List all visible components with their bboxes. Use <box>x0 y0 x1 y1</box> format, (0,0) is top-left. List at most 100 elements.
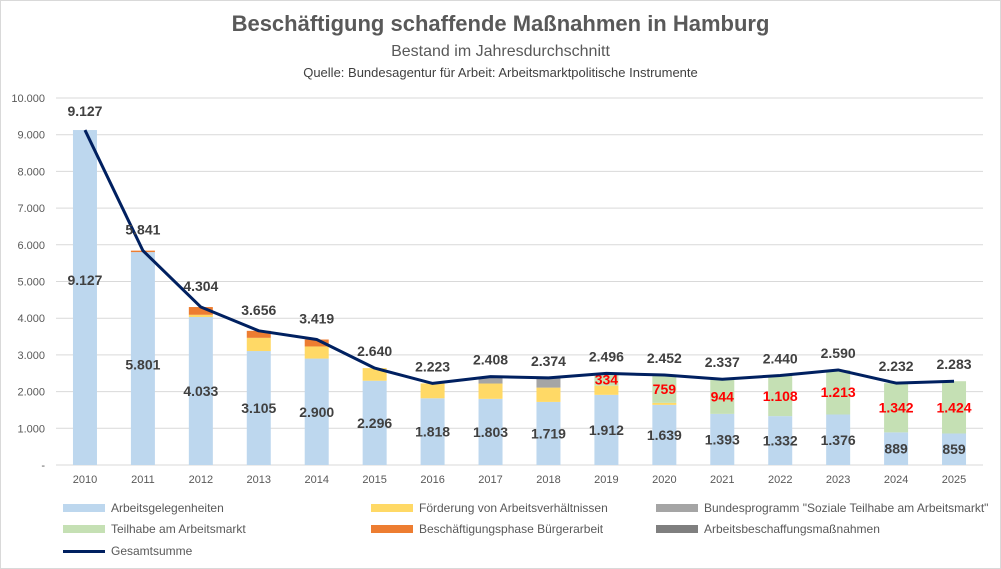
bar-segment <box>884 432 909 465</box>
x-tick-label: 2016 <box>420 474 444 486</box>
bar-segment <box>536 387 561 402</box>
bar-segment <box>420 398 445 465</box>
total-value-label: 5.841 <box>125 222 160 238</box>
y-tick-label: 6.000 <box>17 240 45 252</box>
total-value-label: 3.656 <box>241 302 276 318</box>
bar-segment <box>188 314 213 317</box>
total-value-label: 4.304 <box>183 278 218 294</box>
x-tick-label: 2022 <box>768 474 792 486</box>
y-tick-label: 5.000 <box>17 277 45 289</box>
x-tick-label: 2013 <box>247 474 271 486</box>
legend-swatch <box>656 525 698 533</box>
x-tick-label: 2017 <box>478 474 502 486</box>
chart-title: Beschäftigung schaffende Maßnahmen in Ha… <box>231 11 770 36</box>
total-value-label: 2.640 <box>357 343 392 359</box>
total-value-label: 2.337 <box>705 354 740 370</box>
x-tick-label: 2018 <box>536 474 560 486</box>
bar-value-label: 859 <box>942 441 966 457</box>
bar-segment <box>246 351 271 465</box>
bar-segment <box>478 398 503 465</box>
teilhabe-value-label: 1.424 <box>937 399 972 415</box>
x-tick-label: 2025 <box>942 474 966 486</box>
y-tick-label: 1.000 <box>17 423 45 435</box>
teilhabe-value-label: 1.342 <box>879 400 914 416</box>
teilhabe-value-label: 334 <box>595 372 619 388</box>
bar-segment <box>942 381 967 434</box>
bar-value-label: 1.912 <box>589 422 624 438</box>
y-tick-label: - <box>41 460 45 472</box>
bar-value-label: 5.801 <box>125 357 160 373</box>
bar-segment <box>710 413 735 465</box>
total-value-label: 2.452 <box>647 350 682 366</box>
y-tick-label: 9.000 <box>17 130 45 142</box>
legend-swatch <box>371 525 413 533</box>
legend-label: Arbeitsgelegenheiten <box>111 501 224 515</box>
y-tick-label: 7.000 <box>17 203 45 215</box>
bar-segment <box>246 330 271 338</box>
bar-segment <box>884 383 909 433</box>
y-tick-label: 4.000 <box>17 313 45 325</box>
legend-swatch <box>63 504 105 512</box>
total-line <box>83 129 955 385</box>
total-value-label: 2.232 <box>879 358 914 374</box>
y-tick-label: 3.000 <box>17 350 45 362</box>
legend-swatch <box>63 525 105 533</box>
bar-segment <box>420 383 445 399</box>
x-tick-label: 2011 <box>131 474 155 486</box>
bar-segment <box>652 404 677 465</box>
y-tick-label: 2.000 <box>17 387 45 399</box>
bar-value-label: 3.105 <box>241 400 276 416</box>
bar-segment <box>594 385 619 395</box>
bar-segment <box>246 337 271 352</box>
x-tick-label: 2024 <box>884 474 908 486</box>
bar-segment <box>826 369 851 415</box>
legend-item: Förderung von Arbeitsverhältnissen <box>371 501 608 515</box>
x-tick-label: 2014 <box>304 474 328 486</box>
legend-item: Bundesprogramm "Soziale Teilhabe am Arbe… <box>656 501 988 515</box>
bar-segment <box>652 375 677 403</box>
legend-line-swatch <box>63 549 105 553</box>
bar-segment <box>710 379 735 414</box>
legend-label: Bundesprogramm "Soziale Teilhabe am Arbe… <box>704 501 989 515</box>
bar-value-label: 1.332 <box>763 433 798 449</box>
bar-value-label: 1.719 <box>531 425 566 441</box>
chart-subtitle: Bestand im Jahresdurchschnitt <box>391 43 610 60</box>
bar-segment <box>768 375 793 417</box>
bar-value-label: 9.127 <box>67 272 102 288</box>
bar-value-label: 1.803 <box>473 424 508 440</box>
teilhabe-value-label: 1.213 <box>821 384 856 400</box>
legend-label: Teilhabe am Arbeitsmarkt <box>111 522 246 536</box>
legend-label: Arbeitsbeschaffungsmaßnahmen <box>704 522 880 536</box>
x-tick-label: 2023 <box>826 474 850 486</box>
x-tick-label: 2021 <box>710 474 734 486</box>
bar-segment <box>826 414 851 465</box>
x-tick-label: 2019 <box>594 474 618 486</box>
bar-segment <box>304 358 329 465</box>
bar-segment <box>188 307 213 315</box>
teilhabe-value-label: 944 <box>711 389 735 405</box>
bar-value-label: 1.393 <box>705 431 740 447</box>
x-tick-label: 2020 <box>652 474 676 486</box>
bar-segment <box>594 394 619 465</box>
total-value-label: 2.283 <box>937 356 972 372</box>
legend-label: Beschäftigungsphase Bürgerarbeit <box>419 522 604 536</box>
total-value-label: 2.374 <box>531 353 566 369</box>
bar-segment <box>942 433 967 465</box>
teilhabe-value-label: 759 <box>653 381 677 397</box>
bar-segment <box>536 401 561 465</box>
bar-value-label: 1.818 <box>415 424 450 440</box>
total-value-label: 2.223 <box>415 358 450 374</box>
bar-value-label: 2.900 <box>299 404 334 420</box>
bar-segment <box>362 368 387 381</box>
legend-item: Beschäftigungsphase Bürgerarbeit <box>371 522 603 536</box>
bar-segment <box>304 346 329 359</box>
bar-segment <box>478 383 503 399</box>
bar-segment <box>130 252 155 465</box>
teilhabe-value-label: 1.108 <box>763 388 798 404</box>
bar-segment <box>652 402 677 405</box>
legend-item: Gesamtsumme <box>63 544 192 558</box>
x-tick-label: 2010 <box>73 474 97 486</box>
bar-value-label: 889 <box>884 441 908 457</box>
legend-item: Arbeitsbeschaffungsmaßnahmen <box>656 522 880 536</box>
